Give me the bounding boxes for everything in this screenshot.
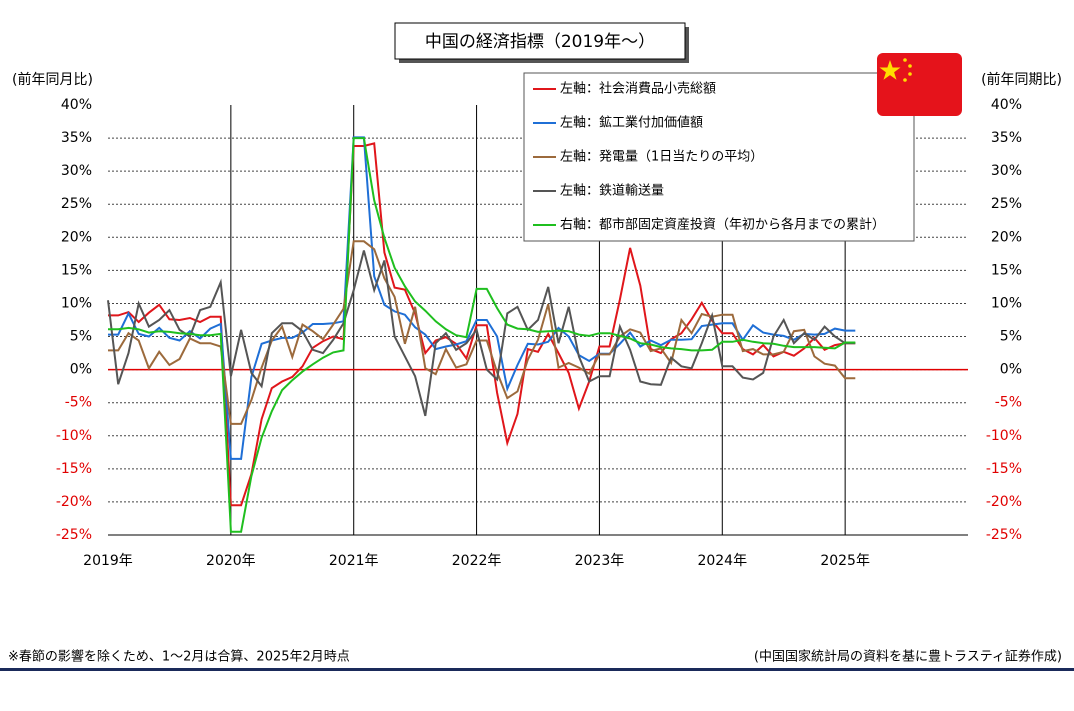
series-line (108, 136, 856, 460)
legend-label: 左軸：社会消費品小売総額 (560, 81, 716, 97)
series-line (108, 240, 856, 425)
y-tick-label: 30% (61, 163, 92, 179)
y2-tick-label: 20% (991, 229, 1022, 245)
y2-tick-label: 35% (991, 130, 1022, 146)
y-tick-label: -25% (56, 527, 92, 543)
y2-tick-label: 0% (1000, 362, 1022, 378)
y2-tick-label: -10% (986, 428, 1022, 444)
x-tick-label: 2019年 (83, 553, 133, 569)
y2-tick-label: 15% (991, 262, 1022, 278)
y2-tick-label: -20% (986, 494, 1022, 510)
title-box (394, 22, 686, 60)
y-axis-label: (前年同月比) (12, 71, 93, 88)
y2-tick-label: 40% (991, 97, 1022, 113)
source: (中国国家統計局の資料を基に豊トラスティ証券作成) (754, 649, 1062, 665)
legend-label: 右軸：都市部固定資産投資（年初から各月までの累計） (560, 217, 885, 233)
y-tick-label: 0% (70, 362, 92, 378)
y2-tick-label: 5% (1000, 329, 1022, 345)
x-tick-label: 2025年 (820, 553, 870, 569)
legend (523, 72, 915, 242)
y-tick-label: -20% (56, 494, 92, 510)
legend-label: 左軸：発電量（1日当たりの平均） (560, 150, 763, 165)
series-line (108, 142, 856, 507)
y-tick-label: 15% (61, 262, 92, 278)
y-tick-label: 35% (61, 130, 92, 146)
y-tick-label: 5% (70, 329, 92, 345)
x-tick-label: 2021年 (329, 553, 379, 569)
x-tick-label: 2020年 (206, 553, 256, 569)
y-tick-label: 40% (61, 97, 92, 113)
x-tick-label: 2023年 (575, 553, 625, 569)
chart-title: 中国の経済指標（2019年～） (425, 32, 655, 52)
y-tick-label: 20% (61, 229, 92, 245)
y-tick-label: -10% (56, 428, 92, 444)
y-tick-label: -15% (56, 461, 92, 477)
y2-tick-label: -15% (986, 461, 1022, 477)
legend-label: 左軸：鉄道輸送量 (560, 184, 664, 199)
series-line (107, 250, 856, 417)
series-line (108, 137, 856, 533)
x-tick-label: 2022年 (452, 553, 502, 569)
y-tick-label: -5% (65, 395, 92, 411)
x-tick-label: 2024年 (697, 553, 747, 569)
y2-tick-label: -25% (986, 527, 1022, 543)
footer-rule (0, 668, 1074, 671)
y2-tick-label: -5% (995, 395, 1022, 411)
y2-tick-label: 10% (991, 295, 1022, 311)
legend-label: 左軸：鉱工業付加価値額 (560, 115, 703, 131)
flag (877, 53, 962, 116)
y2-tick-label: 25% (991, 196, 1022, 212)
y-tick-label: 25% (61, 196, 92, 212)
y-tick-label: 10% (61, 295, 92, 311)
y2-tick-label: 30% (991, 163, 1022, 179)
footnote: ※春節の影響を除くため、1～2月は合算、2025年2月時点 (8, 649, 350, 665)
y2-axis-label: (前年同期比) (981, 71, 1062, 88)
